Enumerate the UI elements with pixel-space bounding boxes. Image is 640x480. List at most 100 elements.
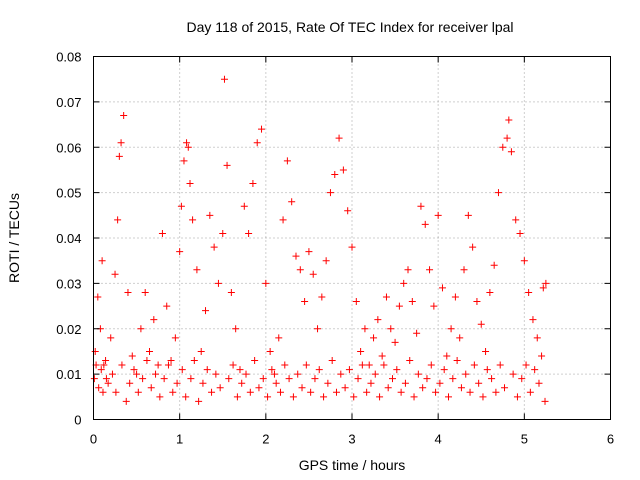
data-point — [367, 379, 375, 387]
data-point — [104, 379, 112, 387]
data-point — [344, 207, 352, 215]
data-point — [141, 288, 149, 296]
data-point — [152, 370, 160, 378]
data-point — [169, 388, 177, 396]
data-point — [246, 388, 254, 396]
grid — [93, 56, 611, 420]
x-tick-label: 5 — [521, 432, 528, 447]
x-tick-label: 0 — [90, 432, 97, 447]
data-point — [376, 393, 384, 401]
data-point — [242, 370, 250, 378]
data-point — [443, 352, 451, 360]
axis-ticks: 0 1 2 3 4 5 6 0 0.01 0.02 0.03 0.04 0.05 0.06 0.07 0.08 — [56, 50, 614, 447]
data-point — [253, 139, 261, 147]
data-point — [400, 279, 408, 287]
data-point — [483, 366, 491, 374]
data-point — [301, 298, 309, 306]
data-point — [417, 202, 425, 210]
data-point — [387, 325, 395, 333]
data-point — [225, 375, 233, 383]
data-point — [326, 189, 334, 197]
data-point — [475, 379, 483, 387]
data-point — [337, 370, 345, 378]
data-point — [199, 379, 207, 387]
data-point — [331, 170, 339, 178]
y-tick-label: 0.04 — [56, 231, 81, 246]
x-tick-label: 6 — [607, 432, 614, 447]
data-point — [288, 198, 296, 206]
data-point — [279, 216, 287, 224]
data-point — [419, 384, 427, 392]
data-point — [134, 388, 142, 396]
data-point — [345, 366, 353, 374]
data-point — [413, 329, 421, 337]
data-point — [320, 393, 328, 401]
data-point — [307, 388, 315, 396]
data-point — [438, 284, 446, 292]
data-point — [388, 375, 396, 383]
data-point — [408, 298, 416, 306]
data-point — [223, 161, 231, 169]
data-point — [206, 211, 214, 219]
data-point — [164, 361, 172, 369]
data-point — [163, 302, 171, 310]
data-point — [283, 157, 291, 165]
data-point — [365, 361, 373, 369]
data-point — [501, 384, 509, 392]
data-point — [139, 375, 147, 383]
data-point — [197, 347, 205, 355]
data-point — [525, 288, 533, 296]
data-point — [95, 384, 103, 392]
data-point — [124, 288, 132, 296]
data-point — [102, 357, 110, 365]
data-point — [219, 229, 227, 237]
data-point — [324, 379, 332, 387]
y-tick-label: 0 — [74, 413, 81, 428]
data-point — [477, 320, 485, 328]
data-point — [378, 352, 386, 360]
data-point — [208, 388, 216, 396]
data-point — [160, 375, 168, 383]
data-point — [251, 357, 259, 365]
data-points — [90, 75, 550, 405]
data-point — [120, 111, 128, 119]
data-point — [401, 379, 409, 387]
data-point — [414, 370, 422, 378]
data-point — [374, 316, 382, 324]
data-point — [488, 375, 496, 383]
y-tick-label: 0.02 — [56, 322, 81, 337]
data-point — [457, 384, 465, 392]
data-point — [434, 211, 442, 219]
data-point — [509, 370, 517, 378]
data-point — [233, 393, 241, 401]
data-point — [513, 393, 521, 401]
data-point — [380, 361, 388, 369]
data-point — [341, 384, 349, 392]
data-point — [406, 357, 414, 365]
data-point — [352, 298, 360, 306]
data-point — [322, 257, 330, 265]
data-point — [505, 116, 513, 124]
data-point — [266, 347, 274, 355]
data-point — [268, 366, 276, 374]
data-point — [512, 216, 520, 224]
data-point — [98, 257, 106, 265]
data-point — [520, 257, 528, 265]
data-point — [357, 347, 365, 355]
data-point — [445, 393, 453, 401]
data-point — [529, 316, 537, 324]
data-point — [212, 370, 220, 378]
data-point — [314, 325, 322, 333]
data-point — [240, 202, 248, 210]
data-point — [276, 388, 284, 396]
data-point — [99, 388, 107, 396]
data-point — [315, 366, 323, 374]
data-point — [492, 388, 500, 396]
x-tick-label: 1 — [176, 432, 183, 447]
data-point — [535, 379, 543, 387]
data-point — [539, 284, 547, 292]
data-point — [451, 293, 459, 301]
data-point — [259, 375, 267, 383]
data-point — [183, 139, 191, 147]
data-point — [393, 366, 401, 374]
